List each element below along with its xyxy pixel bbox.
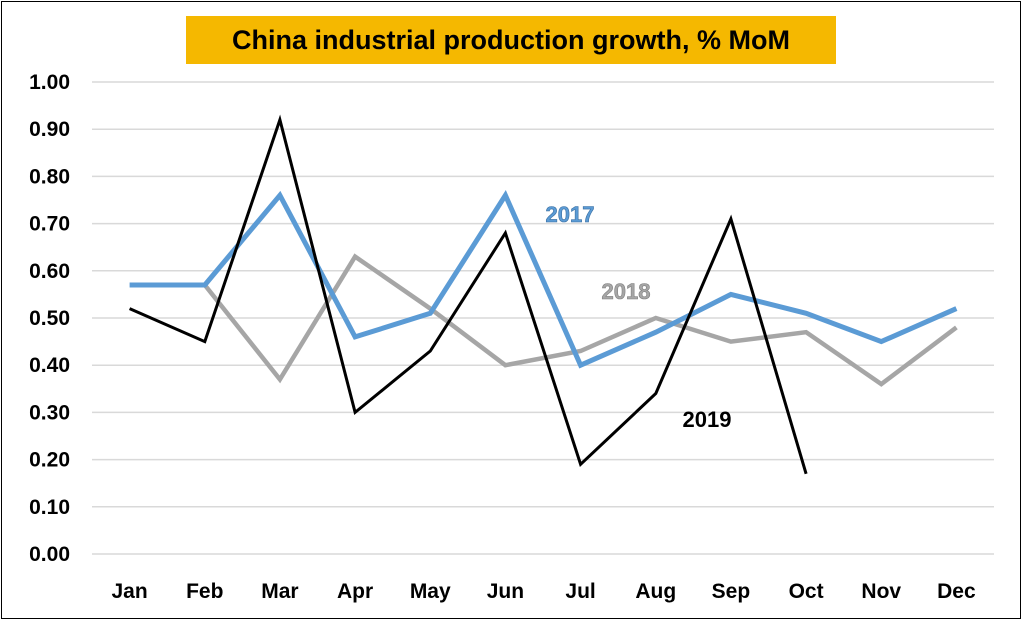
x-tick-label: Feb xyxy=(186,580,223,603)
chart-title: China industrial production growth, % Mo… xyxy=(232,24,790,55)
y-tick-label: 0.40 xyxy=(29,354,70,377)
x-tick-label: Dec xyxy=(937,580,976,603)
y-tick-label: 0.30 xyxy=(29,401,70,424)
x-tick-label: Nov xyxy=(861,580,901,603)
series-label-2017: 2017 xyxy=(546,202,595,227)
gridlines xyxy=(92,81,994,555)
x-tick-label: Jan xyxy=(111,580,147,603)
x-tick-label: Mar xyxy=(261,580,298,603)
x-tick-label: Oct xyxy=(789,580,824,603)
x-tick-label: Aug xyxy=(635,580,676,603)
chart-title-box: China industrial production growth, % Mo… xyxy=(186,16,836,64)
series-labels: 2017 2018 2019 xyxy=(545,202,732,432)
x-tick-label: Sep xyxy=(712,580,751,603)
y-tick-label: 0.60 xyxy=(29,260,70,283)
series-line-2017 xyxy=(129,190,958,369)
series-label-2018: 2018 xyxy=(602,279,651,304)
y-tick-label: 0.20 xyxy=(29,449,70,472)
series-line-2019 xyxy=(128,114,808,475)
x-tick-label: Apr xyxy=(337,580,373,603)
y-tick-label: 0.70 xyxy=(29,213,70,236)
y-tick-label: 0.00 xyxy=(29,543,70,566)
y-tick-label: 0.90 xyxy=(29,118,70,141)
y-tick-label: 0.10 xyxy=(29,496,70,519)
y-tick-label: 0.80 xyxy=(29,165,70,188)
x-tick-label: Jul xyxy=(565,580,595,603)
series-line-2018 xyxy=(203,253,958,387)
x-axis-ticks: Jan Feb Mar Apr May Jun Jul Aug Sep Oct Nov Dec xyxy=(111,580,976,603)
x-tick-label: Jun xyxy=(487,580,524,603)
series-lines xyxy=(128,114,958,475)
y-tick-label: 1.00 xyxy=(29,71,70,94)
series-label-2019: 2019 xyxy=(683,407,732,432)
y-tick-label: 0.50 xyxy=(29,307,70,330)
y-axis-ticks: 0.00 0.10 0.20 0.30 0.40 0.50 0.60 0.70 0.80 0.90… xyxy=(29,71,70,566)
x-tick-label: May xyxy=(410,580,451,603)
